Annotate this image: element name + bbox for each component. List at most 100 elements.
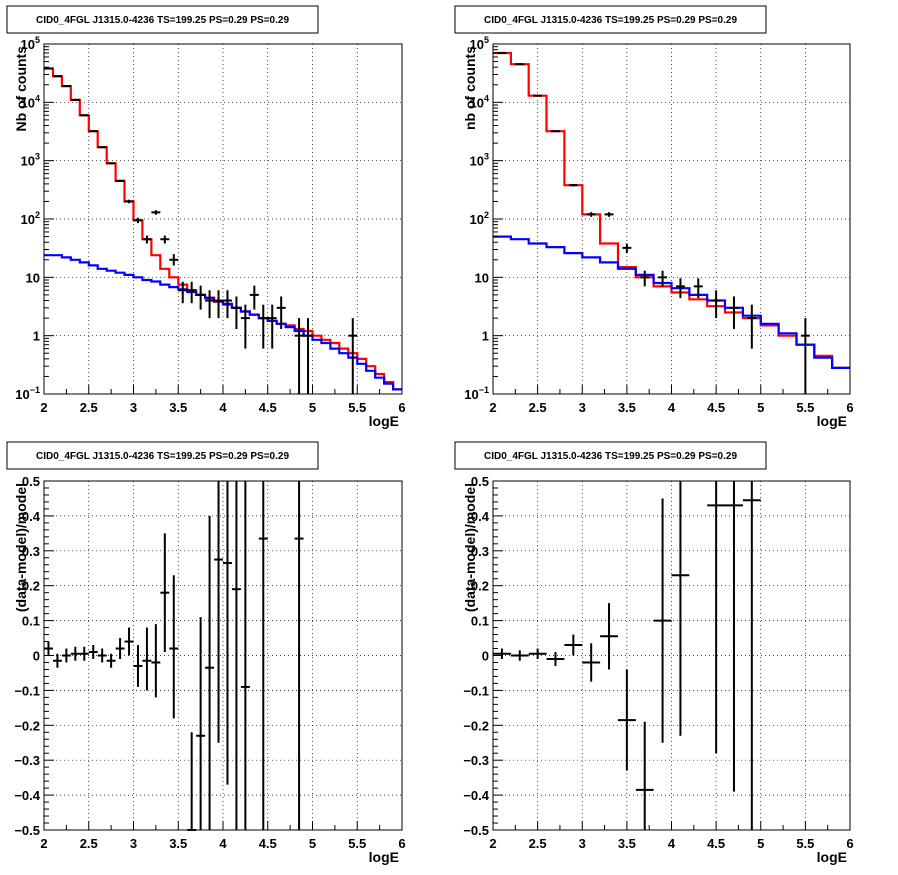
data-point bbox=[205, 515, 215, 830]
x-tick-label: 2.5 bbox=[529, 836, 547, 851]
x-axis-label: logE bbox=[817, 849, 847, 865]
data-point bbox=[276, 296, 286, 330]
data-point bbox=[205, 290, 215, 319]
data-point bbox=[742, 481, 761, 830]
data-point bbox=[151, 624, 161, 698]
data-point bbox=[214, 290, 223, 319]
y-tick-label: −0.1 bbox=[14, 683, 40, 698]
x-tick-label: 4.5 bbox=[707, 836, 725, 851]
x-tick-label: 4 bbox=[219, 836, 227, 851]
data-point bbox=[231, 296, 241, 330]
x-tick-label: 2 bbox=[489, 836, 496, 851]
y-tick-label: 102 bbox=[470, 210, 489, 227]
data-point bbox=[729, 296, 739, 330]
x-tick-label: 2.5 bbox=[80, 400, 98, 415]
data-point bbox=[568, 183, 578, 187]
data-point bbox=[510, 650, 529, 661]
data-point bbox=[493, 648, 511, 659]
x-tick-label: 5 bbox=[757, 836, 764, 851]
x-axis: 2 2.5 3 3.5 4 4.5 5 5.5 6 bbox=[40, 821, 406, 851]
y-tick-label: −0.4 bbox=[463, 788, 489, 803]
y-tick-label: 0.3 bbox=[22, 544, 40, 559]
data-point bbox=[240, 481, 250, 830]
x-tick-label: 2.5 bbox=[529, 400, 547, 415]
data-point bbox=[546, 652, 565, 666]
data-point bbox=[653, 498, 672, 743]
x-axis: 2 2.5 3 3.5 4 4.5 5 5.5 6 bbox=[40, 385, 406, 415]
data-point bbox=[97, 146, 107, 149]
data-point bbox=[528, 648, 547, 659]
data-point bbox=[635, 721, 654, 830]
data-point bbox=[564, 634, 583, 656]
data-point bbox=[187, 732, 197, 831]
y-axis-label: (data-model)/model bbox=[13, 483, 29, 612]
chart-panel-3: CID0_4FGL J1315.0-4236 TS=199.25 PS=0.29… bbox=[6, 441, 406, 865]
x-tick-label: 2 bbox=[489, 400, 496, 415]
data-point bbox=[294, 481, 304, 830]
data-point bbox=[240, 304, 250, 349]
y-tick-label: 0 bbox=[482, 649, 489, 664]
x-tick-label: 3.5 bbox=[618, 836, 636, 851]
data-point bbox=[160, 533, 170, 653]
data-point bbox=[675, 278, 685, 299]
data-point bbox=[249, 285, 259, 310]
y-axis-label: nb of counts bbox=[462, 46, 478, 130]
data-point bbox=[604, 212, 614, 217]
data-point bbox=[169, 254, 179, 266]
y-axis-label: (data-model)/model bbox=[462, 483, 478, 612]
y-axis: 10−1 1 10 102 103 104 105 bbox=[464, 35, 503, 402]
title-box bbox=[6, 5, 319, 34]
y-tick-label: 10 bbox=[26, 270, 40, 285]
y-tick-label: 104 bbox=[21, 93, 40, 110]
y-tick-label: 1 bbox=[33, 329, 40, 344]
data-point bbox=[800, 318, 810, 394]
y-tick-label: 10−1 bbox=[15, 385, 40, 402]
x-tick-label: 4 bbox=[668, 836, 676, 851]
data-point bbox=[747, 304, 757, 349]
y-axis: −0.5 −0.4 −0.3 −0.2 −0.1 0 0.1 0.2 0.3 0.4 0.5 bbox=[463, 474, 503, 838]
y-tick-label: 0.3 bbox=[471, 544, 489, 559]
y-tick-label: −0.3 bbox=[14, 753, 40, 768]
data-points bbox=[497, 52, 810, 394]
x-tick-label: 3.5 bbox=[169, 836, 187, 851]
x-axis-label: logE bbox=[369, 849, 399, 865]
x-tick-label: 6 bbox=[846, 400, 853, 415]
y-tick-label: −0.5 bbox=[14, 823, 40, 838]
data-points bbox=[493, 481, 761, 830]
y-tick-label: 0.4 bbox=[471, 509, 490, 524]
y-tick-label: 0.4 bbox=[22, 509, 41, 524]
data-point bbox=[124, 627, 134, 656]
data-point bbox=[348, 318, 358, 394]
x-tick-label: 3 bbox=[130, 400, 137, 415]
x-tick-label: 5.5 bbox=[796, 400, 814, 415]
x-tick-label: 6 bbox=[398, 400, 405, 415]
x-tick-label: 5 bbox=[309, 836, 316, 851]
data-point bbox=[600, 603, 618, 670]
chart-title: CID0_4FGL J1315.0-4236 TS=199.25 PS=0.29… bbox=[484, 15, 737, 26]
data-point bbox=[115, 638, 125, 659]
data-points bbox=[44, 481, 304, 831]
data-point bbox=[187, 281, 197, 304]
data-point bbox=[106, 653, 116, 668]
data-point bbox=[258, 304, 268, 349]
x-tick-label: 5 bbox=[757, 400, 764, 415]
y-tick-label: 0.5 bbox=[471, 474, 489, 489]
x-tick-label: 4 bbox=[668, 400, 676, 415]
data-point bbox=[196, 617, 206, 830]
x-tick-label: 3 bbox=[579, 836, 586, 851]
data-point bbox=[671, 481, 690, 736]
y-tick-label: 10 bbox=[475, 270, 489, 285]
data-point bbox=[693, 278, 703, 299]
x-tick-label: 4 bbox=[219, 400, 227, 415]
x-tick-label: 2.5 bbox=[80, 836, 98, 851]
y-axis: 10−1 1 10 102 103 104 105 bbox=[15, 35, 54, 402]
data-point bbox=[106, 162, 116, 165]
title-box bbox=[454, 441, 767, 470]
data-point bbox=[640, 270, 650, 287]
data-point bbox=[88, 130, 98, 133]
data-point bbox=[267, 304, 277, 349]
data-point bbox=[725, 481, 743, 792]
x-tick-label: 2 bbox=[40, 836, 47, 851]
data-point bbox=[79, 646, 89, 661]
data-point bbox=[622, 243, 632, 254]
